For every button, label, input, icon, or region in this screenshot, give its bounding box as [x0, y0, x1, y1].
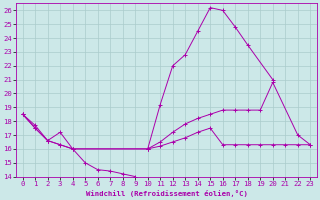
- X-axis label: Windchill (Refroidissement éolien,°C): Windchill (Refroidissement éolien,°C): [85, 190, 247, 197]
